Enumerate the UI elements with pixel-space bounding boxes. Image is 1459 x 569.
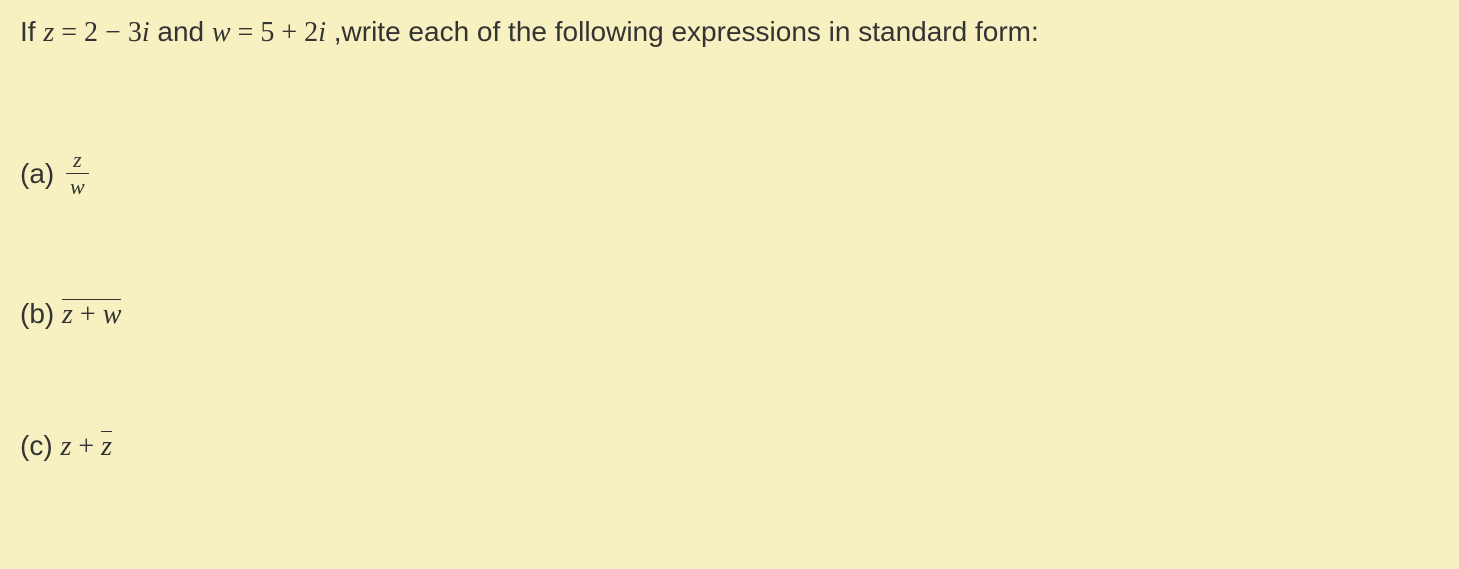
fraction-denominator: w xyxy=(66,174,89,198)
text-prefix: If xyxy=(20,16,43,47)
math-problem-document: If z = 2 − 3i and w = 5 + 2i ,write each… xyxy=(0,0,1459,479)
fraction-numerator: z xyxy=(66,149,89,174)
equals-1: = xyxy=(54,17,84,48)
conjugate-z-plus-w: z + w xyxy=(62,299,121,329)
part-b-label: (b) xyxy=(20,298,62,329)
z-value: 2 − 3 xyxy=(84,17,142,48)
imaginary-i-2: i xyxy=(318,17,326,48)
equals-2: = xyxy=(231,17,261,48)
var-z-b: z xyxy=(62,299,73,330)
var-w: w xyxy=(212,17,231,48)
part-b: (b) z + w xyxy=(20,298,1439,330)
var-w-b: w xyxy=(103,299,122,330)
part-a: (a) z w xyxy=(20,149,1439,198)
fraction-z-over-w: z w xyxy=(66,149,89,198)
question-statement: If z = 2 − 3i and w = 5 + 2i ,write each… xyxy=(20,16,1439,49)
w-value: 5 + 2 xyxy=(260,17,318,48)
part-c-label: (c) xyxy=(20,430,60,461)
conjugate-z: z xyxy=(101,431,112,461)
plus-c: + xyxy=(71,431,101,462)
part-a-label: (a) xyxy=(20,158,54,190)
imaginary-i-1: i xyxy=(142,17,150,48)
var-z-c: z xyxy=(60,431,71,462)
text-suffix: ,write each of the following expressions… xyxy=(326,16,1039,47)
var-z-bar-c: z xyxy=(101,431,112,462)
part-c: (c) z + z xyxy=(20,430,1439,463)
var-z: z xyxy=(43,17,54,48)
plus-b: + xyxy=(73,299,103,330)
text-and: and xyxy=(150,16,212,47)
